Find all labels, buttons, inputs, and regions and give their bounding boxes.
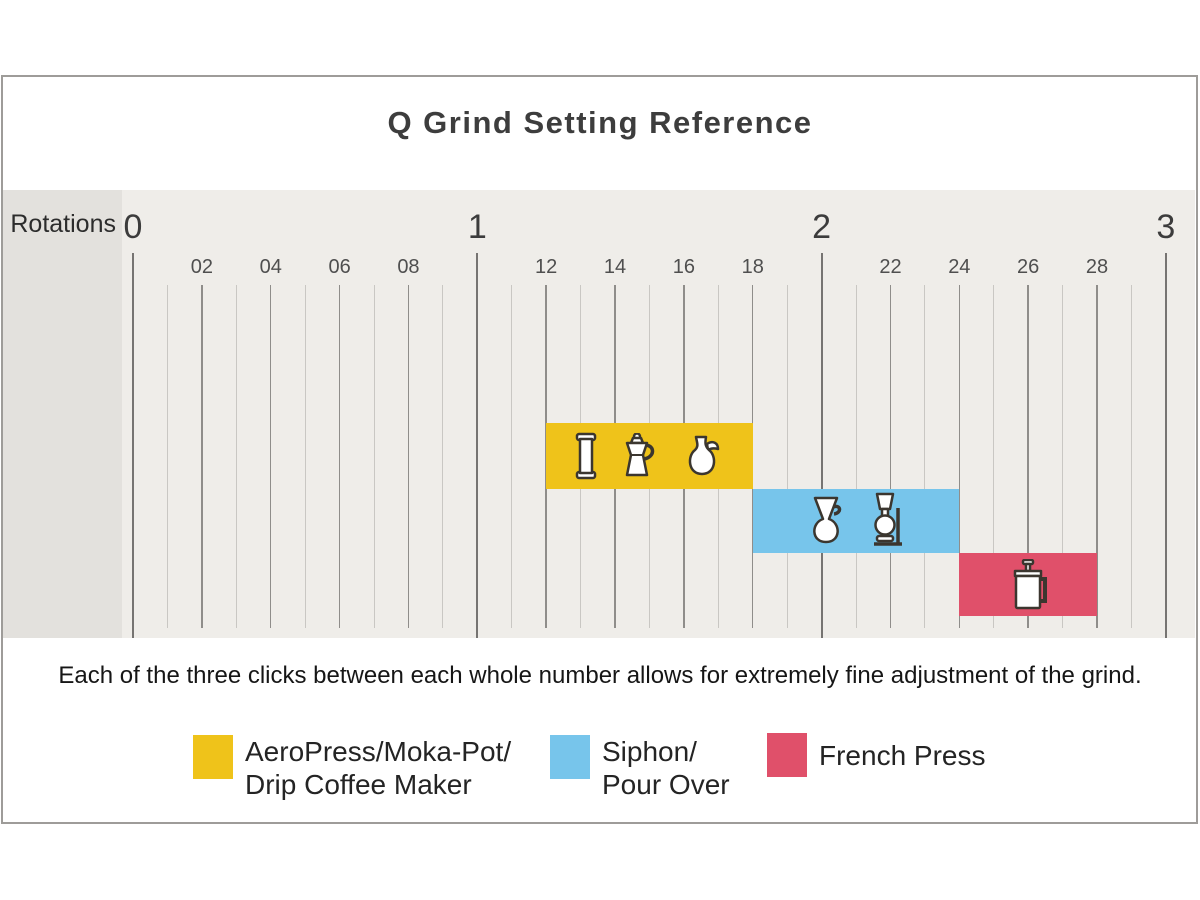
siphon-icon — [866, 492, 906, 550]
minor-tick-label: 26 — [1017, 256, 1040, 278]
major-tick-line — [132, 253, 134, 638]
minor-tick-label: 18 — [741, 256, 764, 278]
legend-label-line2: Drip Coffee Maker — [245, 769, 472, 800]
pour-over-icon — [806, 496, 846, 546]
legend-swatch-red — [767, 733, 807, 777]
minor-tick-line-unlabeled — [1062, 285, 1064, 628]
minor-tick-label: 04 — [259, 256, 282, 278]
minor-tick-label: 14 — [603, 256, 627, 278]
legend-item-siphon: Siphon/ Pour Over — [550, 735, 730, 801]
minor-tick-line-unlabeled — [235, 285, 237, 628]
minor-tick-line — [201, 285, 203, 628]
plot-area: Rotations 0 02 04 06 08 1 12 14 16 18 2 22 24 26 28 3 — [3, 190, 1195, 638]
rotations-box: Rotations — [3, 190, 122, 638]
legend-label-line1: AeroPress/Moka-Pot/ — [245, 736, 512, 767]
major-tick-label: 2 — [812, 208, 832, 246]
major-tick-line — [1164, 253, 1167, 638]
minor-tick-line-unlabeled — [786, 285, 788, 628]
minor-tick-line-unlabeled — [993, 285, 995, 628]
minor-tick-label: 02 — [190, 256, 213, 278]
band-french-press — [959, 553, 1098, 616]
minor-tick-line — [1027, 285, 1029, 628]
legend-swatch-blue — [550, 735, 590, 779]
legend-label: Siphon/ Pour Over — [602, 735, 730, 801]
legend-label: AeroPress/Moka-Pot/ Drip Coffee Maker — [245, 735, 511, 801]
french-press-icon — [1006, 558, 1050, 611]
minor-tick-label: 06 — [328, 256, 351, 278]
minor-tick-line — [958, 285, 961, 628]
minor-tick-label: 12 — [535, 256, 558, 278]
minor-tick-line-unlabeled — [373, 285, 375, 628]
major-tick-line — [476, 253, 479, 638]
drip-carafe-icon — [680, 435, 724, 477]
major-tick-label: 3 — [1156, 208, 1176, 246]
minor-tick-label: 08 — [397, 256, 420, 278]
rotations-label: Rotations — [10, 210, 116, 238]
major-tick-label: 1 — [467, 208, 487, 246]
minor-tick-label: 24 — [948, 256, 971, 278]
legend-item-aeropress: AeroPress/Moka-Pot/ Drip Coffee Maker — [193, 735, 511, 801]
minor-tick-line — [338, 285, 341, 628]
band-aeropress-moka-drip — [546, 423, 753, 489]
legend-swatch-yellow — [193, 735, 233, 779]
minor-tick-label: 28 — [1085, 256, 1109, 278]
legend-label-line1: Siphon/ — [602, 736, 697, 767]
aeropress-icon — [574, 432, 598, 480]
minor-tick-line-unlabeled — [855, 285, 857, 628]
minor-tick-line-unlabeled — [442, 285, 444, 628]
legend-label-line2: Pour Over — [602, 769, 730, 800]
minor-tick-label: 16 — [672, 256, 695, 278]
minor-tick-line-unlabeled — [924, 285, 926, 628]
band-siphon-pourover — [752, 489, 960, 553]
minor-tick-line-unlabeled — [1130, 285, 1132, 628]
note-text: Each of the three clicks between each wh… — [58, 662, 1142, 689]
minor-tick-line — [407, 285, 410, 628]
minor-tick-line — [889, 285, 892, 628]
legend-label: French Press — [819, 739, 986, 772]
minor-tick-line-unlabeled — [166, 285, 168, 628]
minor-tick-line — [1096, 285, 1098, 628]
moka-pot-icon — [618, 433, 660, 479]
minor-tick-line — [751, 285, 754, 628]
chart-title: Q Grind Setting Reference — [387, 105, 813, 140]
minor-tick-label: 22 — [879, 256, 902, 278]
minor-tick-line — [269, 285, 272, 628]
legend-label-line1: French Press — [819, 739, 986, 771]
major-tick-line — [820, 253, 823, 638]
minor-tick-line-unlabeled — [511, 285, 513, 628]
legend-item-frenchpress: French Press — [767, 733, 986, 777]
minor-tick-line-unlabeled — [304, 285, 306, 628]
major-tick-label: 0 — [123, 208, 143, 246]
